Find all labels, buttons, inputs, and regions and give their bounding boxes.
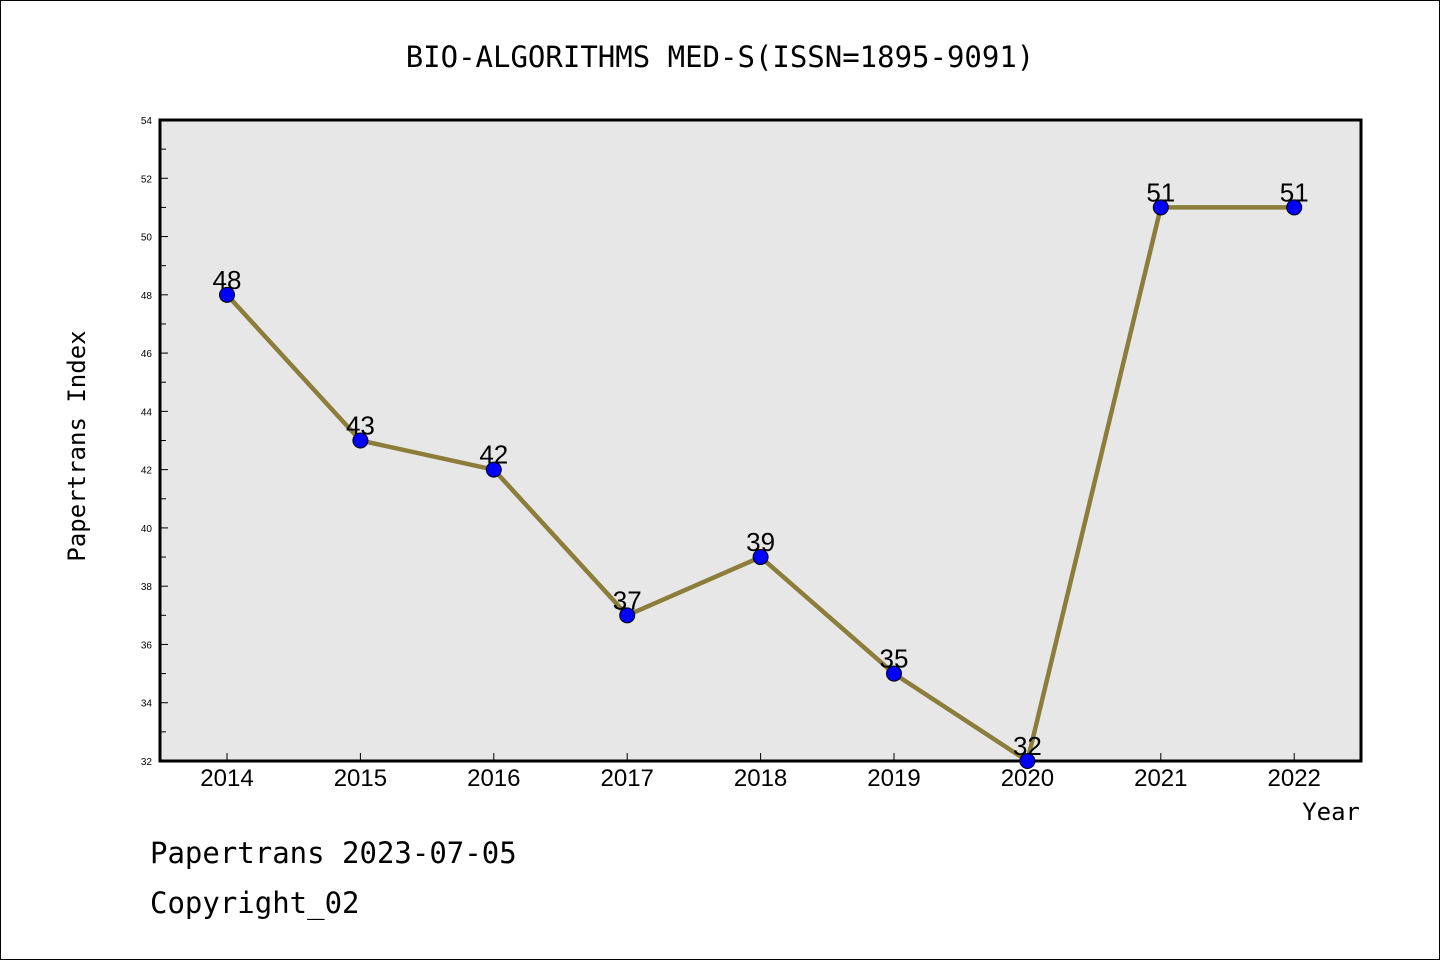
data-points bbox=[219, 199, 1303, 769]
data-label: 42 bbox=[479, 440, 508, 470]
data-label: 51 bbox=[1146, 177, 1175, 207]
y-tick-label: 34 bbox=[141, 699, 153, 710]
x-tick-label: 2018 bbox=[734, 765, 787, 792]
data-point bbox=[1019, 753, 1036, 769]
y-tick-label: 52 bbox=[141, 174, 153, 185]
data-point bbox=[619, 607, 636, 624]
x-tick-label: 2014 bbox=[200, 765, 253, 792]
chart-title: BIO-ALGORITHMS MED-S(ISSN=1895-9091) bbox=[406, 40, 1035, 74]
data-point bbox=[352, 432, 369, 449]
y-axis: 32 34 36 38 40 42 44 46 48 50 52 54 bbox=[141, 116, 168, 768]
data-label: 48 bbox=[213, 265, 242, 295]
y-tick-label: 40 bbox=[141, 524, 153, 535]
data-label: 37 bbox=[613, 585, 642, 615]
y-axis-label: Papertrans Index bbox=[63, 330, 91, 561]
y-tick-label: 42 bbox=[141, 466, 153, 477]
y-tick-label: 54 bbox=[141, 116, 153, 127]
data-point bbox=[1286, 199, 1303, 216]
data-label: 43 bbox=[346, 411, 375, 441]
data-point bbox=[485, 461, 502, 478]
data-point bbox=[752, 549, 769, 566]
plot-area bbox=[158, 118, 1363, 763]
x-tick-label: 2016 bbox=[467, 765, 520, 792]
y-tick-label: 46 bbox=[141, 349, 153, 360]
data-labels: 48 43 42 37 39 35 32 51 51 bbox=[213, 177, 1309, 761]
y-tick-label: 38 bbox=[141, 582, 153, 593]
x-tick-label: 2022 bbox=[1268, 765, 1321, 792]
data-point bbox=[1152, 199, 1169, 216]
y-tick-label: 36 bbox=[141, 640, 153, 651]
data-point bbox=[886, 665, 902, 682]
x-axis: 2014 2015 2016 2017 2018 2019 2020 2021 2022 bbox=[200, 753, 1321, 792]
x-tick-label: 2021 bbox=[1134, 765, 1187, 792]
data-label: 39 bbox=[746, 527, 775, 557]
footer-date: Papertrans 2023-07-05 bbox=[150, 836, 517, 870]
x-tick-label: 2019 bbox=[867, 765, 920, 792]
y-tick-label: 50 bbox=[141, 233, 153, 244]
y-tick-label: 48 bbox=[141, 291, 153, 302]
data-label: 32 bbox=[1013, 731, 1042, 761]
x-tick-label: 2020 bbox=[1001, 765, 1054, 792]
data-point bbox=[219, 286, 235, 303]
y-tick-label: 32 bbox=[141, 757, 153, 768]
y-tick-label: 44 bbox=[141, 407, 153, 418]
data-label: 35 bbox=[880, 644, 909, 674]
x-tick-label: 2017 bbox=[601, 765, 654, 792]
data-label: 51 bbox=[1280, 177, 1309, 207]
x-axis-label: Year bbox=[1302, 798, 1360, 826]
footer-copyright: Copyright_02 bbox=[150, 886, 360, 920]
x-tick-label: 2015 bbox=[334, 765, 387, 792]
